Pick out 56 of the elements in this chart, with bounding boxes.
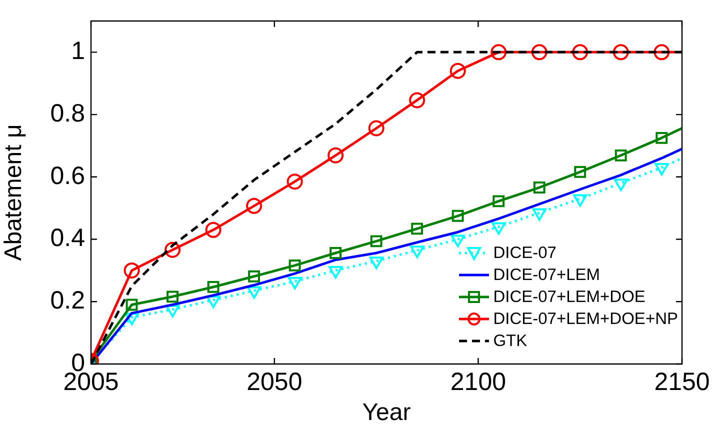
point <box>246 286 262 299</box>
point <box>207 281 220 293</box>
y-tick-label: 0.8 <box>50 99 85 128</box>
y-tick-label: 0.4 <box>50 224 86 252</box>
point <box>248 270 260 282</box>
point <box>656 132 668 144</box>
point <box>166 290 178 303</box>
point <box>206 296 220 308</box>
point <box>328 147 344 164</box>
point <box>612 44 629 60</box>
legend-label: DICE-07+LEM+DOE <box>493 287 646 308</box>
legend-label: DICE-07+LEM <box>493 265 600 286</box>
y-tick-label: 0.2 <box>50 286 85 315</box>
x-tick-label: 2150 <box>654 368 710 396</box>
point <box>288 260 301 272</box>
point <box>411 222 424 235</box>
point <box>614 149 627 162</box>
point <box>165 304 180 318</box>
x-tick-label: 2050 <box>246 368 302 396</box>
point <box>369 256 384 270</box>
y-tick-label: 1 <box>71 37 85 66</box>
point <box>533 182 546 194</box>
x-axis-title: Year <box>362 399 411 426</box>
point <box>126 298 138 311</box>
point <box>573 194 588 207</box>
x-tick-label: 2100 <box>450 368 506 396</box>
point <box>246 198 262 214</box>
point <box>574 166 586 178</box>
point <box>124 312 139 326</box>
point <box>368 120 384 136</box>
legend-label: GTK <box>493 331 528 352</box>
legend-label: DICE-07+LEM+DOE+NP <box>493 309 678 330</box>
point <box>492 195 505 208</box>
point <box>328 266 343 278</box>
point <box>330 247 342 259</box>
point <box>614 178 628 192</box>
point <box>490 44 507 60</box>
y-tick-label: 0.6 <box>50 162 85 190</box>
point <box>286 174 303 190</box>
point <box>654 44 670 60</box>
point <box>124 262 140 278</box>
point <box>164 242 181 258</box>
point <box>531 44 548 60</box>
point <box>288 276 302 290</box>
y-axis-title: Abatement μ <box>0 124 28 261</box>
point <box>370 235 382 248</box>
point <box>450 62 466 79</box>
point <box>410 246 424 258</box>
point <box>492 222 506 235</box>
point <box>409 92 426 108</box>
legend-label: DICE-07 <box>493 243 556 264</box>
point <box>450 234 465 248</box>
point <box>452 210 464 222</box>
point <box>572 44 588 60</box>
point <box>205 222 222 238</box>
point <box>532 208 546 221</box>
